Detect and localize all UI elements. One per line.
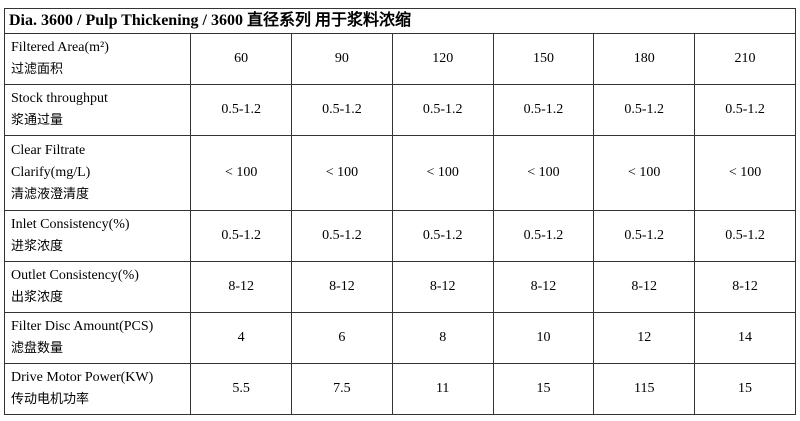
table-cell: 11: [391, 363, 494, 415]
row-label: Stock throughput 浆通过量: [3, 84, 192, 136]
table-cell: 6: [291, 312, 393, 364]
table-row-inlet-consistency: Inlet Consistency(%) 进浆浓度 0.5-1.2 0.5-1.…: [3, 210, 796, 262]
table-cell: < 100: [593, 135, 696, 211]
table-cell: 8-12: [190, 261, 293, 313]
table-cell: 0.5-1.2: [593, 84, 696, 136]
table-cell: 0.5-1.2: [190, 210, 293, 262]
row-label-zh: 过滤面积: [11, 62, 64, 77]
table-cell: 0.5-1.2: [190, 84, 293, 136]
table-cell: 90: [291, 33, 393, 85]
table-row-drive-motor-power: Drive Motor Power(KW) 传动电机功率 5.5 7.5 11 …: [3, 363, 796, 415]
title-row: Dia. 3600 / Pulp Thickening / 3600 直径系列 …: [4, 8, 796, 34]
table-title: Dia. 3600 / Pulp Thickening / 3600 直径系列 …: [4, 8, 796, 34]
row-label-en: Outlet Consistency(%): [11, 268, 139, 283]
spec-table: Dia. 3600 / Pulp Thickening / 3600 直径系列 …: [3, 8, 796, 415]
table-cell: 8-12: [694, 261, 796, 313]
table-cell: 120: [391, 33, 494, 85]
table-cell: 0.5-1.2: [492, 210, 595, 262]
table-cell: 15: [694, 363, 796, 415]
table-cell: 0.5-1.2: [694, 84, 796, 136]
table-cell: 8-12: [291, 261, 393, 313]
table-cell: 115: [593, 363, 696, 415]
table-cell: 0.5-1.2: [492, 84, 595, 136]
table-cell: 210: [694, 33, 796, 85]
row-label-en: Drive Motor Power(KW): [11, 370, 154, 385]
table-cell: 14: [694, 312, 796, 364]
table-cell: 0.5-1.2: [291, 210, 393, 262]
row-label-zh: 出浆浓度: [11, 290, 64, 305]
row-label-zh: 浆通过量: [11, 113, 64, 128]
table-cell: 8-12: [391, 261, 494, 313]
row-label: Outlet Consistency(%) 出浆浓度: [3, 261, 192, 313]
table-row-filter-disc-amount: Filter Disc Amount(PCS) 滤盘数量 4 6 8 10 12…: [3, 312, 796, 364]
table-cell: < 100: [291, 135, 393, 211]
row-label-zh: 进浆浓度: [11, 239, 64, 254]
table-cell: 180: [593, 33, 696, 85]
table-cell: 0.5-1.2: [694, 210, 796, 262]
row-label: Inlet Consistency(%) 进浆浓度: [3, 210, 192, 262]
row-label: Drive Motor Power(KW) 传动电机功率: [3, 363, 192, 415]
table-cell: < 100: [492, 135, 595, 211]
row-label-zh: 清滤液澄清度: [11, 187, 90, 202]
table-cell: < 100: [694, 135, 796, 211]
table-row-outlet-consistency: Outlet Consistency(%) 出浆浓度 8-12 8-12 8-1…: [3, 261, 796, 313]
table-cell: 15: [492, 363, 595, 415]
row-label-en: Filter Disc Amount(PCS): [11, 319, 154, 334]
table-cell: 8-12: [492, 261, 595, 313]
table-cell: 5.5: [190, 363, 293, 415]
table-cell: 8-12: [593, 261, 696, 313]
table-cell: 0.5-1.2: [291, 84, 393, 136]
table-cell: 150: [492, 33, 595, 85]
row-label: Filtered Area(m²) 过滤面积: [3, 33, 192, 85]
table-cell: < 100: [391, 135, 494, 211]
row-label-en: Clarify(mg/L): [11, 165, 91, 180]
row-label-en: Stock throughput: [11, 91, 108, 106]
row-label-zh: 滤盘数量: [11, 341, 64, 356]
row-label-zh: 传动电机功率: [11, 392, 90, 407]
table-cell: 0.5-1.2: [593, 210, 696, 262]
table-cell: 60: [190, 33, 293, 85]
table-row-filtered-area: Filtered Area(m²) 过滤面积 60 90 120 150 180…: [3, 33, 796, 85]
row-label: Filter Disc Amount(PCS) 滤盘数量: [3, 312, 192, 364]
table-cell: 4: [190, 312, 293, 364]
table-cell: 12: [593, 312, 696, 364]
spec-sheet: Dia. 3600 / Pulp Thickening / 3600 直径系列 …: [3, 8, 796, 418]
row-label: Clear Filtrate Clarify(mg/L) 清滤液澄清度: [3, 135, 192, 211]
table-cell: 0.5-1.2: [391, 84, 494, 136]
row-label-en: Clear Filtrate: [11, 143, 86, 158]
table-cell: < 100: [190, 135, 293, 211]
table-cell: 0.5-1.2: [391, 210, 494, 262]
table-cell: 10: [492, 312, 595, 364]
table-row-stock-throughput: Stock throughput 浆通过量 0.5-1.2 0.5-1.2 0.…: [3, 84, 796, 136]
table-cell: 8: [391, 312, 494, 364]
table-row-clear-filtrate: Clear Filtrate Clarify(mg/L) 清滤液澄清度 < 10…: [3, 135, 796, 211]
row-label-en: Filtered Area(m²): [11, 40, 109, 55]
table-cell: 7.5: [291, 363, 393, 415]
row-label-en: Inlet Consistency(%): [11, 217, 130, 232]
